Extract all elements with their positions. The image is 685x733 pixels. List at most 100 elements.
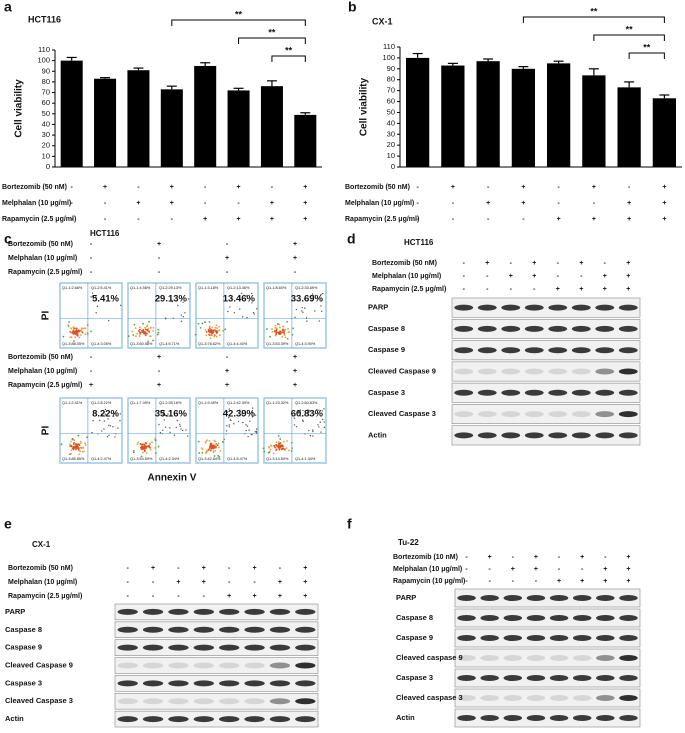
error-bar (300, 112, 311, 115)
condition-sign: - (204, 200, 207, 207)
event-dot (101, 430, 103, 432)
event-dot (208, 327, 211, 330)
event-dot (227, 416, 230, 419)
blot-band (219, 698, 240, 705)
event-dot (144, 326, 146, 329)
panel-title: HCT116 (404, 238, 434, 247)
event-dot (95, 312, 97, 314)
event-dot (318, 320, 321, 322)
blot-band (477, 325, 497, 332)
event-dot (182, 316, 185, 318)
event-dot (278, 441, 280, 443)
event-dot (273, 444, 276, 447)
blot-band (193, 626, 214, 633)
quadrant-label: Q1-4:3.90% (295, 342, 316, 346)
event-dot (252, 311, 255, 314)
band-label: Cleaved caspase 3 (396, 693, 463, 702)
condition-label: Bortezomib (50 nM) (8, 354, 73, 361)
blot-band (457, 615, 476, 621)
condition-sign: + (626, 260, 630, 267)
event-dot (78, 453, 81, 456)
event-dot (79, 440, 82, 443)
event-dot (288, 331, 290, 334)
event-dot (165, 415, 167, 417)
blot-band (193, 662, 214, 669)
event-dot (148, 320, 150, 323)
blot-band (526, 695, 546, 701)
y-tick-label: 20 (42, 141, 50, 150)
blot-band (595, 304, 615, 311)
event-dot (82, 446, 84, 449)
bar (94, 78, 117, 167)
condition-sign: + (227, 593, 231, 600)
condition-sign: + (579, 260, 583, 267)
event-dot (152, 339, 154, 342)
condition-sign: - (463, 273, 466, 280)
event-dot (77, 434, 80, 437)
event-dot (312, 410, 314, 413)
blot-band (526, 715, 546, 721)
event-dot (308, 409, 310, 412)
y-tick-label: 80 (387, 75, 395, 84)
y-tick-label: 0 (46, 162, 50, 171)
event-dot (103, 428, 105, 430)
event-dot (278, 323, 281, 326)
event-dot (70, 449, 73, 452)
condition-label: Bortezomib (50 nM) (8, 565, 73, 572)
band-label: Caspase 3 (396, 673, 433, 682)
blot-band (571, 368, 591, 375)
event-dot (305, 317, 308, 319)
event-dot (239, 409, 241, 411)
event-dot (140, 455, 143, 458)
event-dot (306, 409, 308, 412)
event-dot (158, 410, 160, 412)
event-dot (218, 329, 221, 332)
event-dot (211, 326, 214, 329)
event-dot (221, 441, 224, 443)
condition-sign: + (303, 200, 307, 207)
condition-sign: + (521, 184, 525, 191)
blot-band (572, 715, 592, 721)
condition-sign: - (557, 273, 560, 280)
event-dot (81, 327, 84, 330)
panel-letter: a (4, 0, 12, 15)
bar (294, 114, 317, 167)
condition-sign: - (465, 578, 468, 585)
error-bar (659, 94, 670, 99)
condition-sign: + (103, 184, 107, 191)
blot-strip (114, 692, 319, 710)
event-dot (209, 444, 212, 447)
condition-sign: + (603, 273, 607, 280)
blot-band (117, 716, 138, 723)
event-dot (70, 440, 72, 443)
event-dot (249, 420, 251, 422)
condition-sign: - (158, 368, 161, 375)
event-dot (210, 446, 213, 448)
event-dot (159, 431, 162, 434)
condition-sign: - (465, 554, 468, 561)
blot-strip (454, 588, 641, 608)
condition-sign: + (579, 286, 583, 293)
blot-band (595, 432, 615, 439)
band-label: PARP (368, 303, 388, 312)
significance-bracket (593, 34, 665, 41)
y-tick-label: 90 (387, 64, 395, 73)
event-dot (245, 295, 248, 297)
quadrant-label: Q1-3:78.62% (198, 342, 221, 346)
blot-band (295, 644, 316, 651)
event-dot (237, 420, 240, 423)
event-dot (141, 443, 144, 446)
blot-strip (114, 675, 319, 692)
event-dot (286, 320, 289, 323)
event-dot (295, 308, 298, 311)
blot-strip (114, 603, 319, 621)
quadrant-label: Q1-2:33.69% (295, 286, 318, 290)
condition-sign: + (293, 354, 297, 361)
blot-band (503, 695, 523, 701)
event-dot (228, 424, 230, 426)
blot-band (480, 675, 499, 681)
event-dot (283, 334, 286, 336)
y-tick-label: 70 (387, 86, 395, 95)
blot-band (524, 347, 544, 354)
blot-band (168, 644, 189, 651)
